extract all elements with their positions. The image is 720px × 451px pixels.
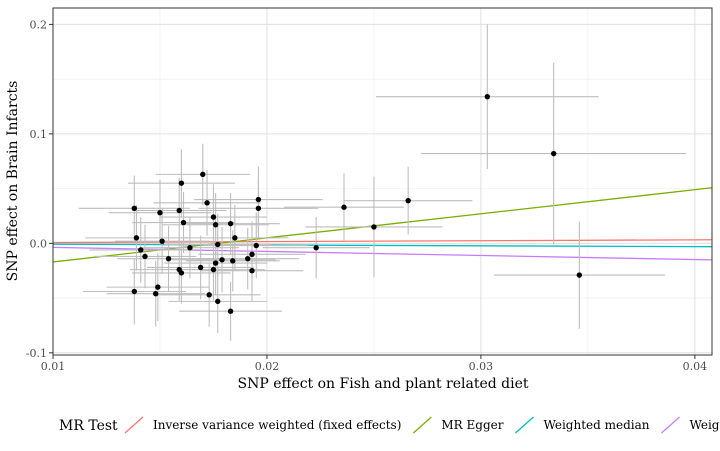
data-point [142, 253, 148, 260]
data-point [178, 270, 185, 276]
data-point [232, 235, 238, 241]
data-point [197, 264, 204, 271]
data-point [131, 288, 138, 295]
data-point [576, 272, 583, 278]
data-point [212, 260, 219, 266]
data-point [159, 238, 165, 244]
data-point [230, 258, 236, 264]
x-tick-label: 0.04 [683, 360, 708, 373]
legend-key [412, 416, 432, 434]
data-point [133, 235, 140, 241]
y-axis-ticks: -0.1 0.0 0.1 0.2 [26, 18, 53, 360]
x-tick-label: 0.03 [469, 360, 494, 373]
y-tick-label: 0.2 [30, 18, 48, 31]
data-point [313, 245, 319, 251]
data-point [550, 150, 557, 157]
data-point [131, 205, 138, 212]
plot-border [52, 7, 713, 356]
legend-key [515, 416, 534, 434]
x-tick-label: 0.01 [41, 360, 66, 373]
x-axis-ticks: 0.01 0.02 0.03 0.04 [41, 355, 707, 373]
y-axis-title: SNP effect on Brain Infarcts [5, 81, 21, 282]
legend-label: Inverse variance weighted (fixed effects… [153, 418, 401, 432]
data-point [153, 291, 159, 297]
legend-key [124, 416, 144, 434]
x-axis-title: SNP effect on Fish and plant related die… [237, 376, 528, 392]
data-point [341, 204, 347, 210]
fit-lines [53, 187, 712, 263]
data-point [204, 200, 210, 206]
data-point [157, 209, 163, 216]
data-point [253, 242, 259, 249]
data-point [212, 222, 219, 228]
legend-label: MR Egger [441, 418, 503, 432]
y-tick-label: 0.0 [30, 237, 48, 250]
data-point [155, 284, 161, 290]
legend-label: Weighted mode [690, 418, 720, 432]
data-point [210, 214, 217, 220]
data-point [405, 197, 411, 204]
data-point [245, 255, 251, 262]
legend: MR Test Inverse variance weighted (fixed… [59, 416, 720, 434]
data-point [249, 251, 255, 257]
data-point [215, 241, 221, 248]
data-point [210, 266, 217, 273]
fit-line [53, 243, 712, 248]
x-tick-label: 0.02 [255, 360, 280, 373]
data-points [131, 93, 583, 314]
data-point [255, 196, 262, 203]
data-point [178, 180, 185, 186]
data-point [227, 308, 234, 314]
data-point [249, 268, 255, 274]
plot-panel [52, 7, 713, 356]
data-point [227, 220, 234, 227]
data-point [187, 245, 193, 251]
data-point [138, 247, 144, 253]
y-tick-label: 0.1 [30, 128, 48, 141]
data-point [176, 207, 182, 214]
data-point [206, 292, 212, 298]
y-tick-label: -0.1 [26, 347, 47, 360]
legend-key [661, 416, 680, 434]
data-point [215, 298, 221, 305]
data-point [165, 255, 172, 262]
data-point [200, 171, 206, 178]
data-point [255, 205, 262, 212]
data-point [219, 257, 225, 263]
legend-title: MR Test [59, 418, 118, 434]
data-point [180, 219, 187, 226]
legend-label: Weighted median [544, 418, 650, 432]
data-point [371, 224, 377, 230]
data-point [484, 93, 491, 100]
